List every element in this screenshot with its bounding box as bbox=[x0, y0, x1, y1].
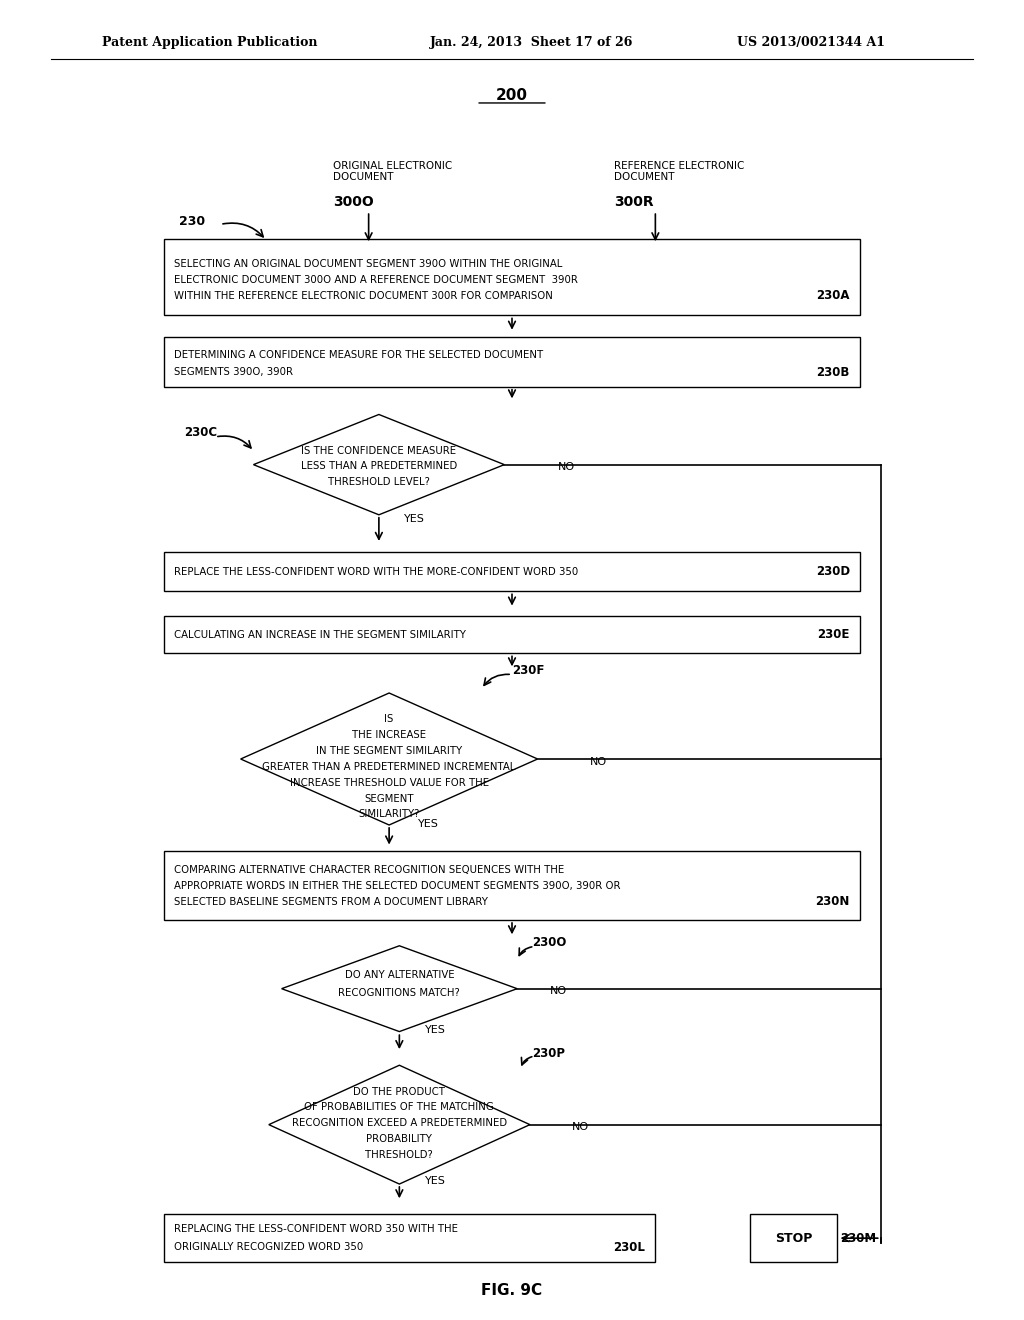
Text: REPLACE THE LESS-CONFIDENT WORD WITH THE MORE-CONFIDENT WORD 350: REPLACE THE LESS-CONFIDENT WORD WITH THE… bbox=[174, 566, 579, 577]
Text: 230F: 230F bbox=[512, 664, 545, 677]
Text: 230M: 230M bbox=[840, 1232, 877, 1245]
Text: 230: 230 bbox=[179, 215, 206, 228]
FancyBboxPatch shape bbox=[164, 851, 860, 920]
Text: THE INCREASE: THE INCREASE bbox=[352, 730, 426, 741]
Text: IS: IS bbox=[384, 714, 394, 725]
Text: Patent Application Publication: Patent Application Publication bbox=[102, 36, 317, 49]
Text: REFERENCE ELECTRONIC
DOCUMENT: REFERENCE ELECTRONIC DOCUMENT bbox=[614, 161, 744, 182]
Text: 230L: 230L bbox=[613, 1241, 645, 1254]
Text: RECOGNITIONS MATCH?: RECOGNITIONS MATCH? bbox=[339, 987, 460, 998]
Text: 230A: 230A bbox=[816, 289, 850, 302]
Text: THRESHOLD?: THRESHOLD? bbox=[366, 1150, 433, 1160]
Text: WITHIN THE REFERENCE ELECTRONIC DOCUMENT 300R FOR COMPARISON: WITHIN THE REFERENCE ELECTRONIC DOCUMENT… bbox=[174, 290, 553, 301]
Text: 230D: 230D bbox=[816, 565, 850, 578]
Text: 230C: 230C bbox=[184, 426, 217, 440]
FancyArrowPatch shape bbox=[218, 436, 251, 447]
Text: ORIGINALLY RECOGNIZED WORD 350: ORIGINALLY RECOGNIZED WORD 350 bbox=[174, 1242, 364, 1253]
Text: ORIGINAL ELECTRONIC
DOCUMENT: ORIGINAL ELECTRONIC DOCUMENT bbox=[333, 161, 452, 182]
Text: 300O: 300O bbox=[333, 195, 374, 209]
Text: PROBABILITY: PROBABILITY bbox=[367, 1134, 432, 1144]
Text: CALCULATING AN INCREASE IN THE SEGMENT SIMILARITY: CALCULATING AN INCREASE IN THE SEGMENT S… bbox=[174, 630, 466, 640]
Text: 300R: 300R bbox=[614, 195, 654, 209]
Text: IS THE CONFIDENCE MEASURE: IS THE CONFIDENCE MEASURE bbox=[301, 446, 457, 457]
Text: YES: YES bbox=[418, 818, 438, 829]
Text: GREATER THAN A PREDETERMINED INCREMENTAL: GREATER THAN A PREDETERMINED INCREMENTAL bbox=[262, 762, 516, 772]
Text: STOP: STOP bbox=[775, 1232, 812, 1245]
Text: INCREASE THRESHOLD VALUE FOR THE: INCREASE THRESHOLD VALUE FOR THE bbox=[290, 777, 488, 788]
Text: SELECTING AN ORIGINAL DOCUMENT SEGMENT 390O WITHIN THE ORIGINAL: SELECTING AN ORIGINAL DOCUMENT SEGMENT 3… bbox=[174, 259, 562, 269]
Text: COMPARING ALTERNATIVE CHARACTER RECOGNITION SEQUENCES WITH THE: COMPARING ALTERNATIVE CHARACTER RECOGNIT… bbox=[174, 865, 564, 875]
Text: 200: 200 bbox=[496, 87, 528, 103]
Text: YES: YES bbox=[425, 1176, 445, 1187]
FancyBboxPatch shape bbox=[164, 616, 860, 653]
Text: YES: YES bbox=[425, 1024, 445, 1035]
Text: APPROPRIATE WORDS IN EITHER THE SELECTED DOCUMENT SEGMENTS 390O, 390R OR: APPROPRIATE WORDS IN EITHER THE SELECTED… bbox=[174, 880, 621, 891]
FancyBboxPatch shape bbox=[164, 552, 860, 591]
Polygon shape bbox=[268, 1065, 530, 1184]
Text: REPLACING THE LESS-CONFIDENT WORD 350 WITH THE: REPLACING THE LESS-CONFIDENT WORD 350 WI… bbox=[174, 1224, 458, 1234]
Text: DO THE PRODUCT: DO THE PRODUCT bbox=[353, 1086, 445, 1097]
FancyBboxPatch shape bbox=[750, 1214, 838, 1262]
Text: 230B: 230B bbox=[816, 366, 850, 379]
Polygon shape bbox=[254, 414, 504, 515]
FancyBboxPatch shape bbox=[164, 1214, 655, 1262]
Text: OF PROBABILITIES OF THE MATCHING: OF PROBABILITIES OF THE MATCHING bbox=[304, 1102, 495, 1113]
FancyArrowPatch shape bbox=[484, 675, 509, 685]
FancyBboxPatch shape bbox=[164, 239, 860, 315]
Text: LESS THAN A PREDETERMINED: LESS THAN A PREDETERMINED bbox=[301, 461, 457, 471]
Text: US 2013/0021344 A1: US 2013/0021344 A1 bbox=[737, 36, 886, 49]
Text: NO: NO bbox=[571, 1122, 589, 1133]
Text: SEGMENT: SEGMENT bbox=[365, 793, 414, 804]
Text: 230P: 230P bbox=[532, 1047, 565, 1060]
Text: FIG. 9C: FIG. 9C bbox=[481, 1283, 543, 1299]
Text: 230E: 230E bbox=[817, 628, 850, 642]
Text: IN THE SEGMENT SIMILARITY: IN THE SEGMENT SIMILARITY bbox=[316, 746, 462, 756]
Text: SELECTED BASELINE SEGMENTS FROM A DOCUMENT LIBRARY: SELECTED BASELINE SEGMENTS FROM A DOCUME… bbox=[174, 896, 488, 907]
Text: DO ANY ALTERNATIVE: DO ANY ALTERNATIVE bbox=[344, 970, 455, 981]
FancyArrowPatch shape bbox=[519, 946, 531, 956]
FancyArrowPatch shape bbox=[223, 223, 263, 236]
Text: NO: NO bbox=[550, 986, 567, 997]
Text: DETERMINING A CONFIDENCE MEASURE FOR THE SELECTED DOCUMENT: DETERMINING A CONFIDENCE MEASURE FOR THE… bbox=[174, 350, 543, 360]
Text: Jan. 24, 2013  Sheet 17 of 26: Jan. 24, 2013 Sheet 17 of 26 bbox=[430, 36, 634, 49]
Polygon shape bbox=[282, 945, 517, 1032]
Polygon shape bbox=[241, 693, 538, 825]
Text: 230N: 230N bbox=[815, 895, 850, 908]
FancyBboxPatch shape bbox=[164, 337, 860, 387]
Text: RECOGNITION EXCEED A PREDETERMINED: RECOGNITION EXCEED A PREDETERMINED bbox=[292, 1118, 507, 1129]
Text: NO: NO bbox=[590, 756, 607, 767]
Text: NO: NO bbox=[558, 462, 575, 473]
Text: 230O: 230O bbox=[532, 936, 567, 949]
Text: THRESHOLD LEVEL?: THRESHOLD LEVEL? bbox=[328, 477, 430, 487]
Text: YES: YES bbox=[404, 513, 425, 524]
Text: SIMILARITY?: SIMILARITY? bbox=[358, 809, 420, 820]
FancyArrowPatch shape bbox=[521, 1057, 531, 1065]
Text: ELECTRONIC DOCUMENT 300O AND A REFERENCE DOCUMENT SEGMENT  390R: ELECTRONIC DOCUMENT 300O AND A REFERENCE… bbox=[174, 275, 578, 285]
Text: SEGMENTS 390O, 390R: SEGMENTS 390O, 390R bbox=[174, 367, 293, 378]
